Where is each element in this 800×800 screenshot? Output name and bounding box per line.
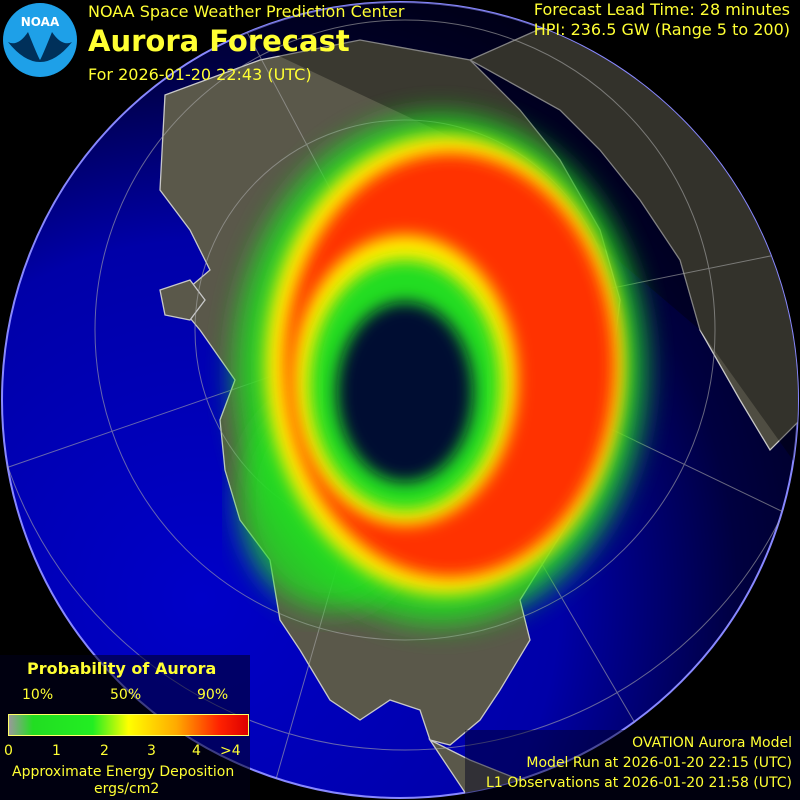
model-run-time: Model Run at 2026-01-20 22:15 (UTC): [526, 755, 792, 771]
land-greenland: [159, 279, 206, 321]
hemispheric-power-index: HPI: 236.5 GW (Range 5 to 200): [533, 20, 790, 39]
legend-tick: 4: [192, 743, 201, 759]
noaa-logo: NOAA: [3, 3, 77, 77]
legend: Probability of Aurora 10% 50% 90% 0 1 2 …: [0, 655, 250, 800]
page-title: Aurora Forecast: [88, 24, 350, 58]
legend-tick: >4: [220, 743, 241, 759]
energy-units: ergs/cm2: [94, 781, 160, 797]
aurora-oval: [235, 115, 645, 625]
organization-name: NOAA Space Weather Prediction Center: [88, 2, 405, 21]
forecast-time: For 2026-01-20 22:43 (UTC): [88, 65, 312, 84]
svg-text:NOAA: NOAA: [21, 15, 60, 29]
legend-percent-50: 50%: [110, 687, 142, 703]
model-name: OVATION Aurora Model: [632, 735, 792, 751]
legend-tick: 0: [4, 743, 13, 759]
night-shading: [160, 2, 798, 470]
legend-color-bar: [8, 714, 249, 736]
legend-tick: 3: [147, 743, 156, 759]
forecast-lead-time: Forecast Lead Time: 28 minutes: [533, 0, 790, 19]
legend-tick: 1: [52, 743, 61, 759]
legend-percent-90: 90%: [197, 687, 229, 703]
legend-tick: 2: [100, 743, 109, 759]
model-info: OVATION Aurora Model Model Run at 2026-0…: [465, 730, 800, 800]
observation-time: L1 Observations at 2026-01-20 21:58 (UTC…: [486, 775, 792, 791]
legend-percent-10: 10%: [22, 687, 54, 703]
legend-title: Probability of Aurora: [27, 659, 217, 678]
energy-label: Approximate Energy Deposition: [12, 764, 235, 780]
